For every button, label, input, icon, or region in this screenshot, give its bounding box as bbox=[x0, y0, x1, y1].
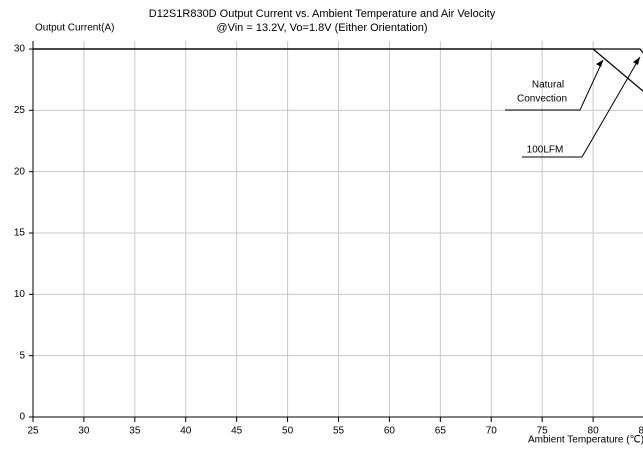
annotation: 100LFM bbox=[527, 145, 564, 156]
x-tick-label: 30 bbox=[78, 426, 90, 437]
y-tick-label: 20 bbox=[14, 166, 26, 177]
plot: 0 5 10 15 20 25 30 25 30 35 40 45 50 55 60 65 70 75 80 85 bbox=[14, 41, 643, 437]
x-axis-label: Ambient Temperature (℃) bbox=[528, 435, 643, 446]
arrow-head bbox=[596, 60, 603, 67]
annotation: Natural bbox=[532, 80, 564, 91]
x-tick-label: 85 bbox=[638, 426, 643, 437]
x-tick-label: 25 bbox=[27, 426, 39, 437]
y-tick-label: 15 bbox=[14, 228, 26, 239]
y-tick-label: 30 bbox=[14, 44, 26, 55]
y-tick-label: 10 bbox=[14, 289, 26, 300]
annotation: Convection bbox=[517, 94, 567, 105]
x-tick-label: 40 bbox=[180, 426, 192, 437]
chart-title: D12S1R830D Output Current vs. Ambient Te… bbox=[149, 8, 496, 20]
x-tick-label: 80 bbox=[588, 426, 600, 437]
y-tick-label: 25 bbox=[14, 105, 26, 116]
x-tick-label: 65 bbox=[435, 426, 447, 437]
y-tick-label: 0 bbox=[19, 412, 25, 423]
leader-line bbox=[505, 59, 604, 111]
x-tick-label: 70 bbox=[486, 426, 498, 437]
x-tick-label: 50 bbox=[282, 426, 294, 437]
x-tick-label: 35 bbox=[129, 426, 141, 437]
y-axis-label: Output Current(A) bbox=[35, 23, 114, 34]
x-tick-label: 60 bbox=[384, 426, 396, 437]
chart-subtitle: @Vin = 13.2V, Vo=1.8V (Either Orientatio… bbox=[216, 22, 427, 34]
y-tick-label: 5 bbox=[19, 350, 25, 361]
leader-line bbox=[522, 56, 641, 158]
arrow-head bbox=[633, 57, 640, 65]
x-tick-label: 45 bbox=[231, 426, 243, 437]
x-tick-label: 75 bbox=[537, 426, 549, 437]
x-tick-label: 55 bbox=[333, 426, 345, 437]
